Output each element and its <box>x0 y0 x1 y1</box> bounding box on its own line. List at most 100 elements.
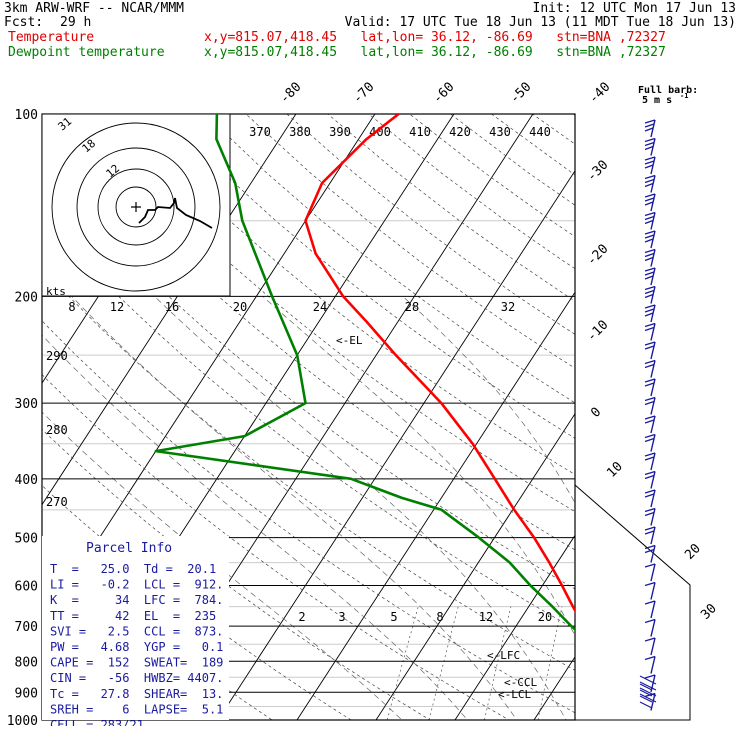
isotherm-top-label: -80 <box>277 80 304 107</box>
forecast-label: Fcst: <box>4 15 44 30</box>
pressure-label: 600 <box>15 580 38 595</box>
dry-adiabat <box>532 114 575 145</box>
dewpoint-legend: Dewpoint temperature <box>8 45 165 60</box>
wind-barb <box>644 415 656 434</box>
dewpoint-location: x,y=815.07,418.45 lat,lon= 36.12, -86.69… <box>204 45 666 60</box>
wind-barb <box>644 600 656 619</box>
wind-barb <box>644 544 656 563</box>
wind-barb <box>644 211 656 230</box>
theta-label: 440 <box>529 125 551 139</box>
barb-key-exponent: -1 <box>680 92 688 100</box>
theta-side-label: 270 <box>46 495 68 509</box>
wind-barb-low <box>639 687 657 703</box>
moist-adiabat <box>71 296 518 720</box>
lfc-marker: <-LFC <box>487 649 520 662</box>
mixing-ratio-label: 8 <box>436 610 443 624</box>
wind-barb <box>644 322 656 341</box>
wind-barb <box>644 156 656 175</box>
dry-adiabat <box>42 267 575 671</box>
wind-barb <box>644 581 656 600</box>
isotherm-top-label: -40 <box>586 80 613 107</box>
pressure-label: 400 <box>15 473 38 488</box>
wind-barb-low <box>639 681 657 697</box>
model-title: 3km ARW-WRF -- NCAR/MMM <box>4 1 185 16</box>
theta-label: 370 <box>249 125 271 139</box>
parcel-info-row: SREH = 6 LAPSE= 5.1 <box>50 702 223 716</box>
isotherm-right-label: 20 <box>682 541 704 563</box>
isotherm-line <box>375 413 575 720</box>
isotherm-top-label: -70 <box>350 80 377 107</box>
isotherm-line <box>692 114 740 720</box>
theta-label: 400 <box>369 125 391 139</box>
wind-barb <box>644 489 656 508</box>
dry-adiabat <box>327 114 575 302</box>
speed-tick-label: 16 <box>165 300 179 314</box>
isotherm-right-label: -10 <box>584 318 611 345</box>
wind-barb <box>644 470 656 489</box>
temperature-location: x,y=815.07,418.45 lat,lon= 36.12, -86.69… <box>204 30 666 45</box>
pressure-label: 200 <box>15 290 38 305</box>
wind-barb <box>644 637 656 656</box>
wind-barb <box>644 526 656 545</box>
pressure-label: 700 <box>15 620 38 635</box>
wind-barb <box>644 304 656 323</box>
dry-adiabat <box>245 114 575 369</box>
dry-adiabat <box>286 114 575 335</box>
parcel-info-title: Parcel Info <box>86 541 172 556</box>
parcel-info-panel: Parcel Info T = 25.0 Td = 20.1 LI = -0.2 … <box>42 536 229 726</box>
isotherm-top-label: -50 <box>507 80 534 107</box>
temperature-legend: Temperature <box>8 30 95 45</box>
dry-adiabat <box>42 320 575 714</box>
el-marker: <-EL <box>336 334 363 347</box>
parcel-info-row: CELL = 283/21 <box>50 718 144 726</box>
hodograph-ring <box>51 122 221 292</box>
wind-barb <box>644 378 656 397</box>
valid-time: Valid: 17 UTC Tue 18 Jun 13 (11 MDT Tue … <box>344 15 736 30</box>
dry-adiabat <box>122 114 575 475</box>
moist-adiabat <box>262 296 575 637</box>
isotherm-right-label: 0 <box>588 405 604 421</box>
hodograph-kts-label: kts <box>46 285 66 298</box>
pressure-label: 100 <box>15 108 38 123</box>
plot-frame <box>41 113 576 721</box>
theta-side-label: 280 <box>46 423 68 437</box>
wind-barb <box>644 341 656 360</box>
wind-barb <box>644 285 656 304</box>
barb-key: Full barb: 5 m s -1 <box>638 85 698 106</box>
hodograph-origin-icon <box>131 202 141 212</box>
parcel-info-row: LI = -0.2 LCL = 912. <box>50 578 223 592</box>
lcl-marker: <-LCL <box>498 688 531 701</box>
speed-tick-label: 8 <box>68 300 75 314</box>
wind-barb <box>644 433 656 452</box>
forecast-hours: 29 h <box>60 15 92 30</box>
barb-key-speed: 5 m s <box>642 95 672 106</box>
speed-tick-label: 12 <box>110 300 124 314</box>
dry-adiabat <box>573 114 575 116</box>
barb-key-title: Full barb: <box>638 85 698 96</box>
isotherm-line <box>533 656 575 720</box>
dry-adiabat <box>614 114 740 733</box>
wind-barb <box>644 193 656 212</box>
hodograph-ring <box>76 147 196 267</box>
parcel-info-row: CIN = -56 HWBZ= 4407. <box>50 671 223 685</box>
pressure-label: 800 <box>15 655 38 670</box>
dry-adiabat <box>42 374 510 720</box>
isotherm-right-label: -20 <box>584 242 611 269</box>
theta-label: 380 <box>289 125 311 139</box>
hodograph-trace <box>138 197 213 229</box>
pressure-label: 1000 <box>7 714 38 729</box>
temperature-trace <box>304 114 575 613</box>
wind-barb <box>644 119 656 138</box>
parcel-info-row: SVI = 2.5 CCL = 873. <box>50 624 223 638</box>
wind-barb <box>644 396 656 415</box>
isotherm-line <box>296 291 575 720</box>
wind-barb <box>644 563 656 582</box>
parcel-info-row: TT = 42 EL = 235 <box>50 609 216 623</box>
parcel-info-row: PW = 4.68 YGP = 0.1 <box>50 640 223 654</box>
theta-label: 430 <box>489 125 511 139</box>
isotherm-right-label: 10 <box>604 459 626 481</box>
wind-barb <box>644 507 656 526</box>
wind-barb <box>644 618 656 637</box>
speed-tick-label: 20 <box>233 300 247 314</box>
